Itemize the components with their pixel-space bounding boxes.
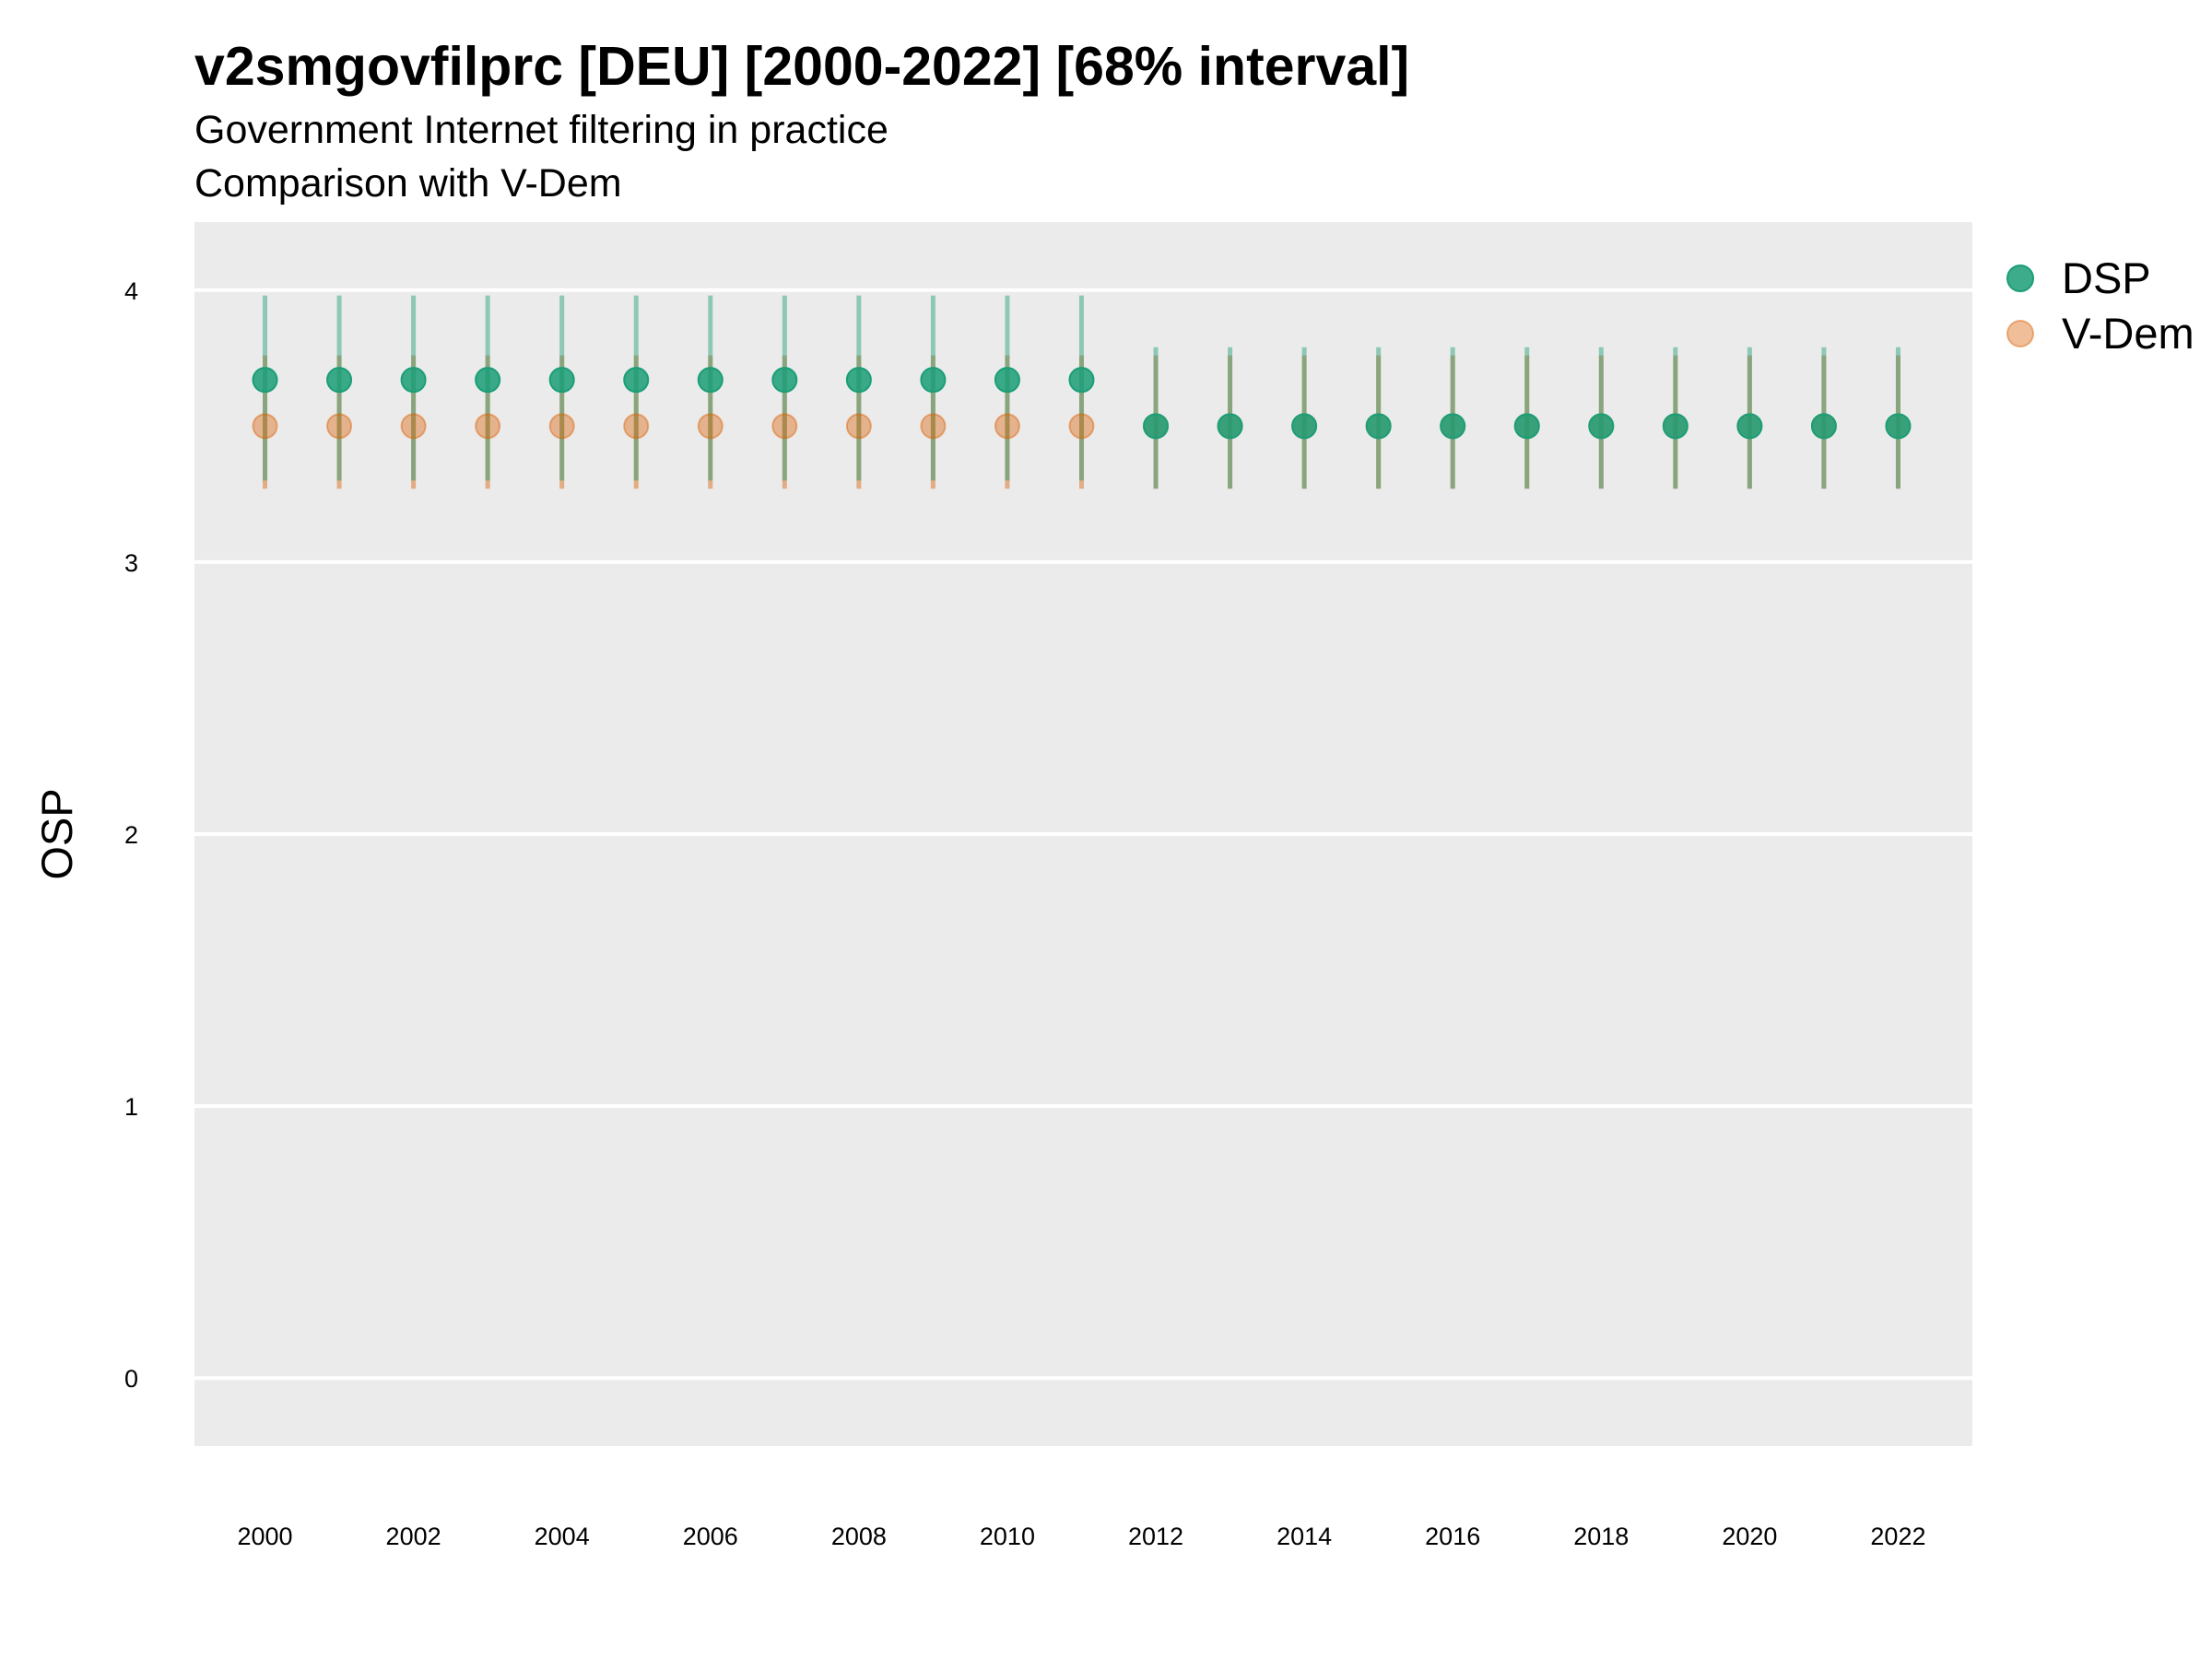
point-dsp-2021 (1810, 413, 1837, 440)
point-dsp-2013 (1217, 413, 1243, 440)
point-dsp-2003 (475, 367, 501, 394)
x-tick-label-2010: 2010 (980, 1523, 1035, 1550)
y-tick-label-0: 0 (124, 1365, 138, 1393)
point-vdem-2004 (548, 413, 575, 440)
point-vdem-2009 (920, 413, 947, 440)
legend-marker-dsp (2006, 265, 2034, 292)
point-vdem-2001 (326, 413, 353, 440)
point-vdem-2007 (771, 413, 798, 440)
legend: DSP V-Dem (2006, 253, 2194, 358)
point-dsp-2018 (1588, 413, 1615, 440)
point-vdem-2002 (400, 413, 427, 440)
x-tick-label-2022: 2022 (1870, 1523, 1925, 1550)
chart-title: v2smgovfilprc [DEU] [2000-2022] [68% int… (194, 36, 1409, 97)
point-dsp-2009 (920, 367, 947, 394)
point-dsp-2008 (845, 367, 872, 394)
point-dsp-2010 (994, 367, 1020, 394)
data-points (252, 367, 1912, 440)
point-vdem-2011 (1068, 413, 1095, 440)
y-tick-label-3: 3 (124, 549, 138, 577)
point-dsp-2012 (1143, 413, 1170, 440)
point-dsp-2006 (697, 367, 724, 394)
y-tick-label-2: 2 (124, 821, 138, 849)
point-vdem-2003 (475, 413, 501, 440)
point-dsp-2015 (1365, 413, 1392, 440)
x-tick-label-2008: 2008 (831, 1523, 887, 1550)
point-dsp-2016 (1440, 413, 1466, 440)
gridlines (194, 288, 1972, 1381)
x-tick-label-2002: 2002 (386, 1523, 441, 1550)
x-tick-label-2006: 2006 (683, 1523, 738, 1550)
chart-subtitle-line-1: Government Internet filtering in practic… (194, 108, 888, 152)
legend-label-vdem: V-Dem (2062, 309, 2194, 358)
point-dsp-2020 (1736, 413, 1763, 440)
point-dsp-2014 (1291, 413, 1318, 440)
y-tick-label-1: 1 (124, 1093, 138, 1121)
y-axis-ticks: 0 1 2 3 4 (124, 277, 138, 1393)
point-dsp-2000 (252, 367, 278, 394)
y-axis-title: OSP (32, 788, 81, 879)
x-tick-label-2018: 2018 (1573, 1523, 1629, 1550)
legend-label-dsp: DSP (2062, 253, 2151, 302)
x-tick-label-2012: 2012 (1128, 1523, 1183, 1550)
x-tick-label-2020: 2020 (1722, 1523, 1777, 1550)
x-tick-label-2004: 2004 (535, 1523, 590, 1550)
chart-subtitle-line-2: Comparison with V-Dem (194, 161, 622, 206)
legend-marker-vdem (2006, 320, 2034, 347)
point-dsp-2022 (1885, 413, 1912, 440)
point-vdem-2005 (623, 413, 650, 440)
point-dsp-2005 (623, 367, 650, 394)
point-vdem-2010 (994, 413, 1020, 440)
point-dsp-2001 (326, 367, 353, 394)
point-dsp-2019 (1662, 413, 1688, 440)
point-dsp-2017 (1513, 413, 1540, 440)
point-vdem-2000 (252, 413, 278, 440)
point-vdem-2008 (845, 413, 872, 440)
point-dsp-2002 (400, 367, 427, 394)
y-tick-label-4: 4 (124, 277, 138, 305)
point-vdem-2006 (697, 413, 724, 440)
x-axis-ticks: 2000 2002 2004 2006 2008 2010 2012 2014 2016 2018… (237, 1523, 1925, 1550)
x-tick-label-2016: 2016 (1425, 1523, 1480, 1550)
point-dsp-2011 (1068, 367, 1095, 394)
x-tick-label-2014: 2014 (1277, 1523, 1332, 1550)
point-dsp-2004 (548, 367, 575, 394)
x-tick-label-2000: 2000 (237, 1523, 292, 1550)
point-dsp-2007 (771, 367, 798, 394)
